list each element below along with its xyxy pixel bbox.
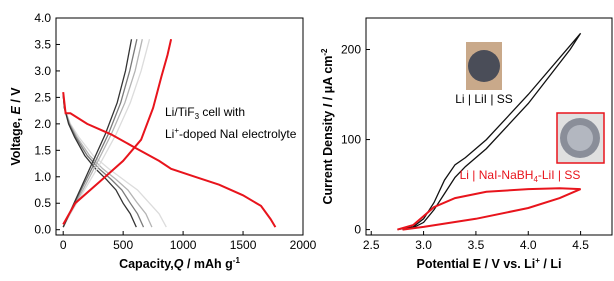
text-part: -doped NaI electrolyte: [179, 127, 297, 141]
y-tick-label: 200: [341, 43, 361, 57]
y-tick-label: 4.0: [34, 11, 51, 25]
text-part: -2: [320, 48, 329, 56]
x-tick-label: 4.5: [572, 238, 589, 252]
text-part: Potential E / V vs. Li: [417, 257, 536, 271]
data-line: [63, 95, 152, 227]
text-part: Li | NaI-NaBH: [460, 168, 534, 182]
inset-label: Li | LiI | SS: [455, 92, 513, 106]
y-tick-label: 3.5: [34, 37, 51, 51]
x-tick-label: 2000: [290, 238, 317, 252]
x-tick-label: 0: [60, 238, 67, 252]
text-part: / μA cm: [321, 56, 335, 104]
x-tick-label: 1000: [170, 238, 197, 252]
y-tick-label: 1.0: [34, 170, 51, 184]
y-axis-label: Current Density I / μA cm-2: [320, 48, 335, 205]
y-tick-label: 2.5: [34, 90, 51, 104]
text-part: Li | LiI | SS: [455, 92, 513, 106]
inset-label: Li | NaI-NaBH4-LiI | SS: [460, 168, 581, 184]
text-part: Current Density: [321, 107, 335, 204]
x-axis-label: Potential E / V vs. Li+ / Li: [417, 256, 562, 271]
figure: 05001000150020000.00.51.01.52.02.53.03.5…: [0, 0, 614, 276]
photo-disc-highlight: [567, 125, 593, 151]
data-line: [63, 95, 143, 227]
text-part: / mAh g: [183, 257, 232, 271]
y-tick-label: 2.0: [34, 117, 51, 131]
text-part: Q: [174, 257, 184, 271]
x-tick-label: 3.0: [415, 238, 432, 252]
x-tick-label: 3.5: [468, 238, 485, 252]
x-tick-label: 500: [113, 238, 133, 252]
y-tick-label: 1.5: [34, 143, 51, 157]
x-tick-label: 4.0: [520, 238, 537, 252]
y-tick-label: 100: [341, 133, 361, 147]
text-part: Li: [165, 127, 174, 141]
x-tick-label: 2.5: [363, 238, 380, 252]
photo-disc: [468, 50, 500, 82]
text-part: -LiI | SS: [538, 168, 580, 182]
y-tick-label: 0: [354, 223, 361, 237]
text-part: Capacity,: [119, 257, 174, 271]
annotation: Li+-doped NaI electrolyte: [165, 126, 297, 141]
data-line: [397, 188, 580, 229]
text-part: Li/TiF: [165, 105, 195, 119]
text-part: -1: [233, 256, 241, 265]
y-tick-label: 3.0: [34, 64, 51, 78]
y-tick-label: 0.0: [34, 223, 51, 237]
x-tick-label: 1500: [230, 238, 257, 252]
text-part: / Li: [540, 257, 562, 271]
x-axis-label: Capacity,Q / mAh g-1: [119, 256, 240, 271]
annotation: Li/TiF3 cell with: [165, 105, 245, 121]
text-part: Voltage,: [9, 114, 23, 165]
y-tick-label: 0.5: [34, 196, 51, 210]
text-part: / V: [9, 87, 23, 106]
text-part: cell with: [199, 105, 245, 119]
page: {"chart_data": [ {"type": "line", "x_lab…: [0, 0, 614, 276]
y-axis-label: Voltage, E / V: [9, 87, 23, 166]
